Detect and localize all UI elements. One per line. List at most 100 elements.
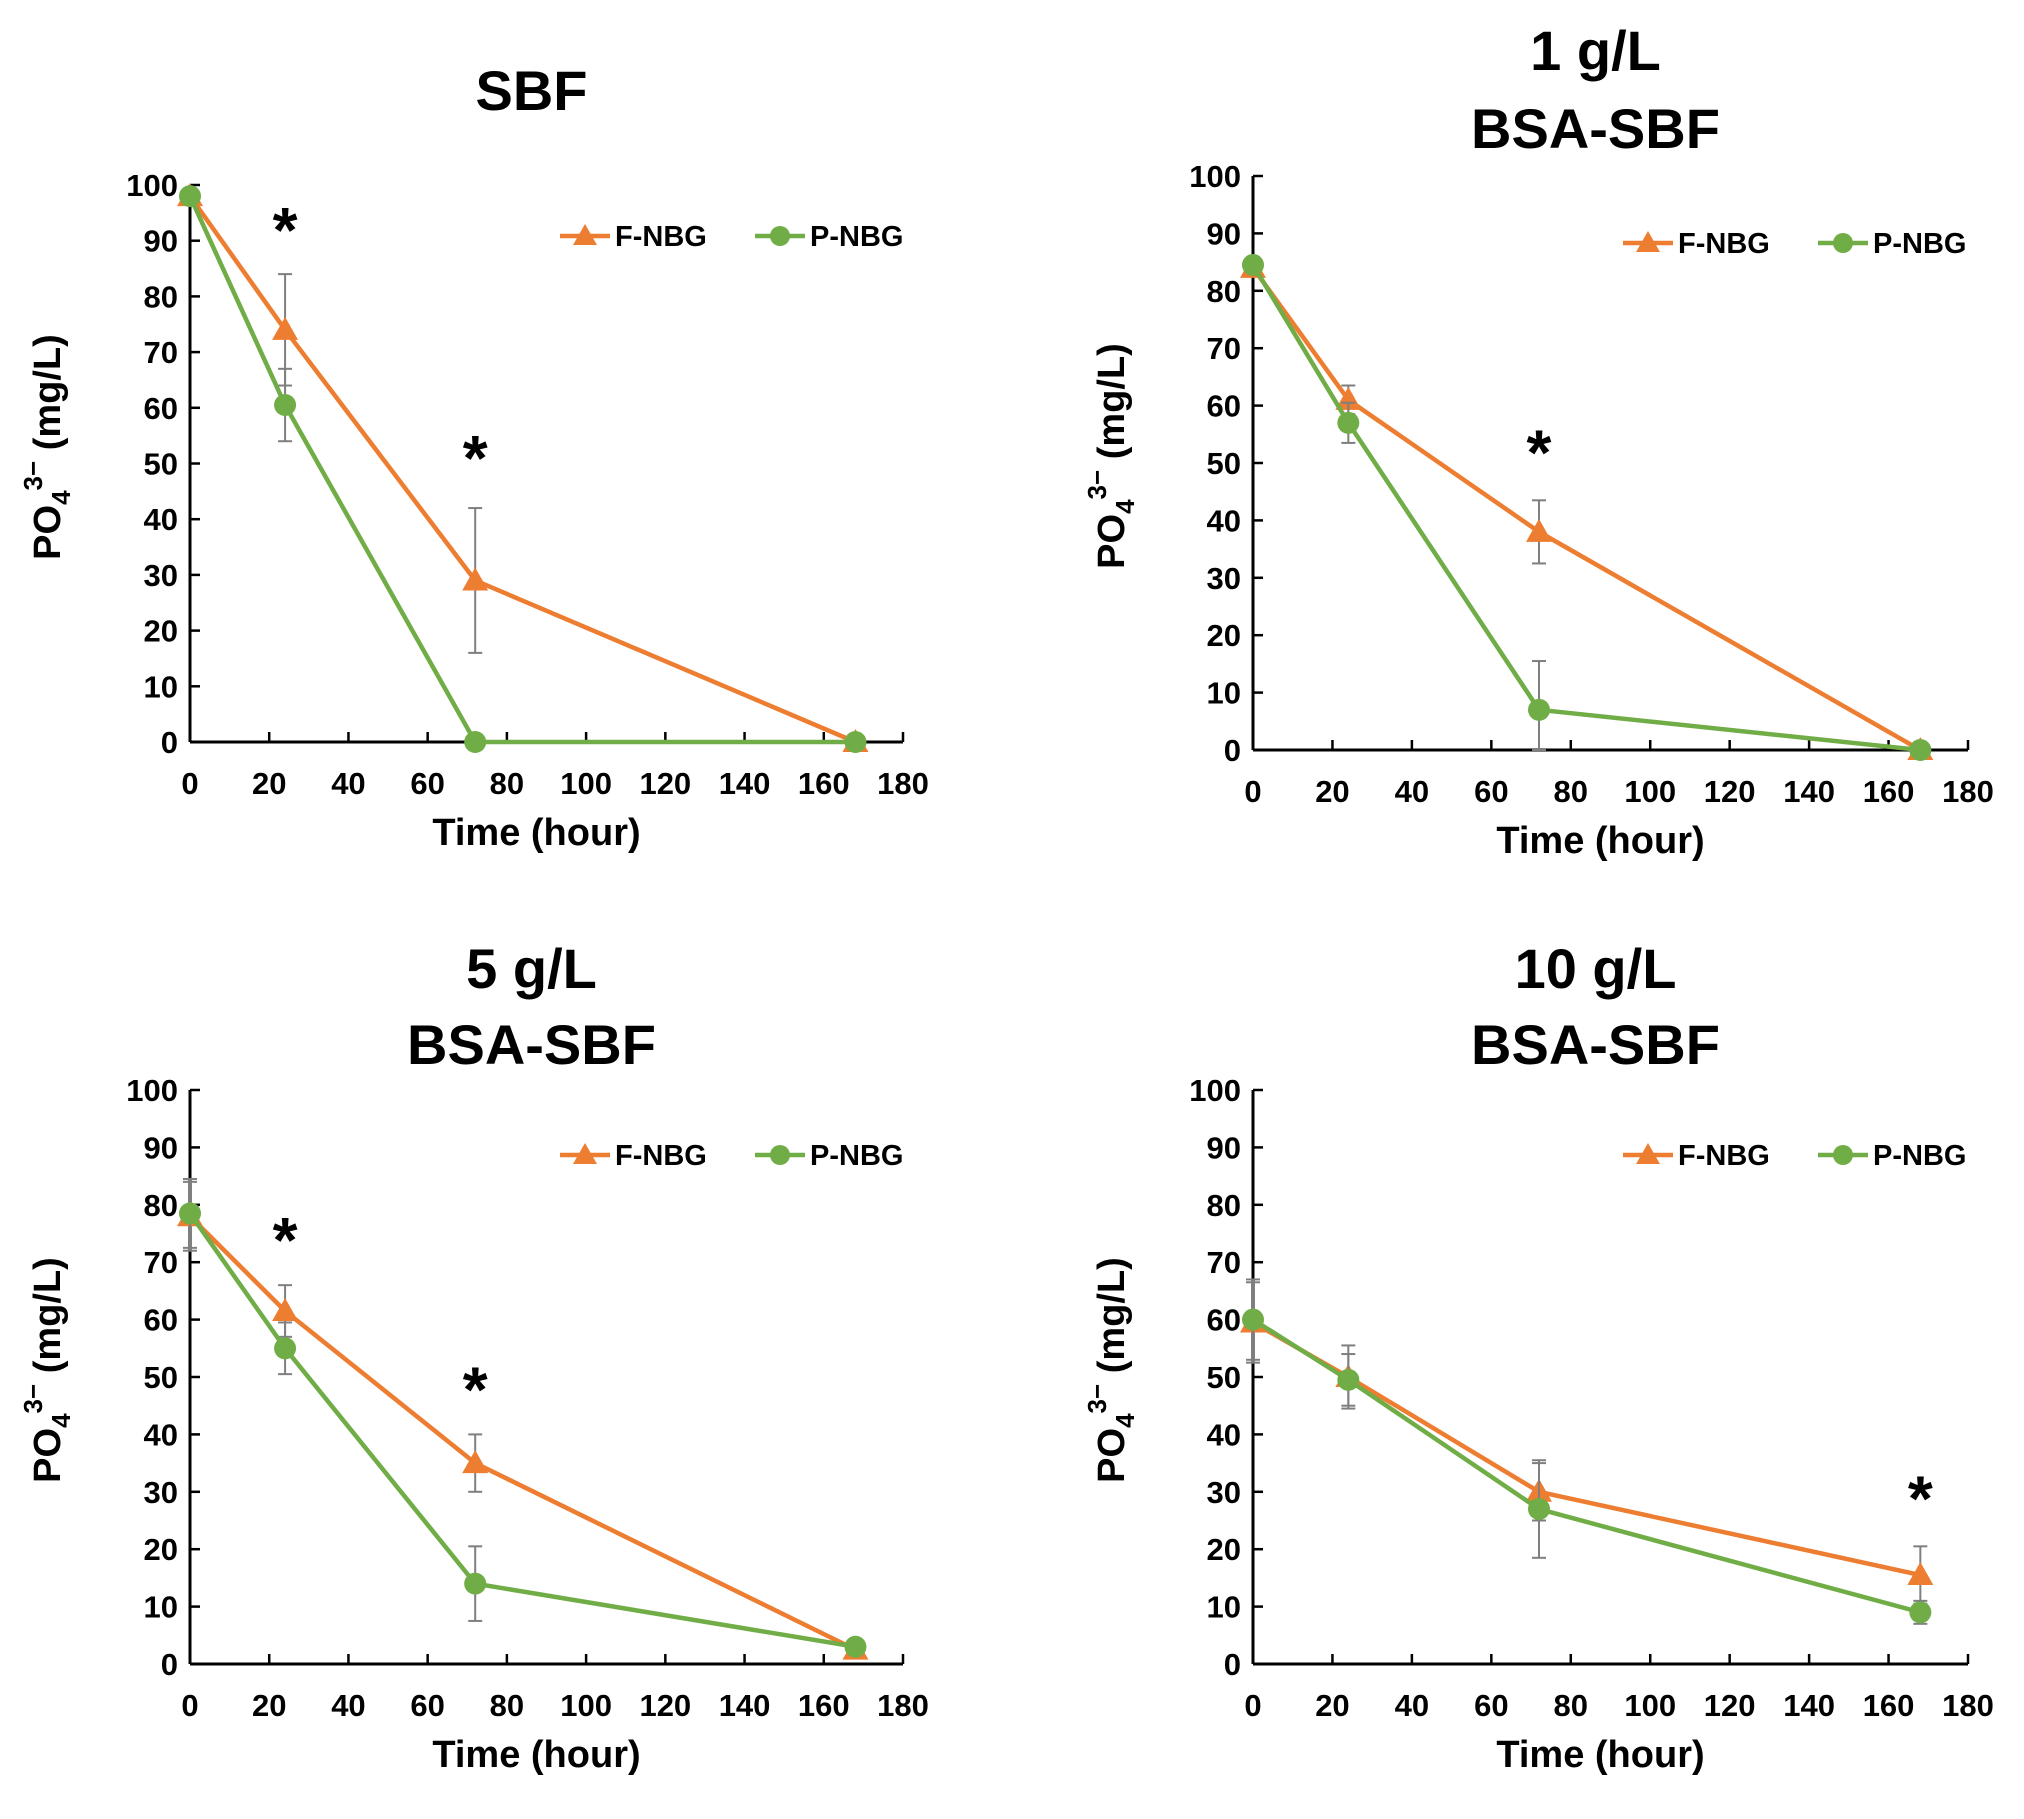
x-tick-label: 120	[639, 766, 691, 801]
y-tick-label: 100	[1189, 1073, 1241, 1108]
y-axis-label: PO43− (mg/L)	[1082, 1257, 1140, 1483]
y-tick-label: 40	[1207, 503, 1241, 538]
p-nbg-point	[1242, 253, 1264, 276]
y-tick-label: 40	[1207, 1417, 1241, 1452]
x-tick-label: 140	[719, 1688, 771, 1723]
x-tick-label: 140	[719, 766, 771, 801]
y-tick-label: 90	[1207, 1130, 1241, 1165]
x-tick-label: 120	[1704, 1688, 1756, 1723]
chart-panel-2: 1 g/L BSA-SBF 0 10 20 30 40 50 60 70 80 90 100 0 20 40 6…	[1082, 19, 1994, 862]
f-nbg-point	[272, 316, 299, 340]
significance-asterisk: *	[273, 194, 298, 266]
legend-p-nbg-label: P-NBG	[810, 1140, 903, 1172]
legend-f-nbg-label: F-NBG	[1678, 1140, 1770, 1172]
x-tick-label: 80	[490, 1688, 524, 1723]
y-tick-label: 80	[1207, 274, 1241, 309]
significance-asterisk: *	[1908, 1463, 1933, 1535]
x-tick-label: 0	[181, 766, 198, 801]
x-tick-label: 40	[1395, 1688, 1429, 1723]
p-nbg-point	[179, 1202, 201, 1225]
y-tick-label: 70	[144, 335, 178, 370]
legend-p-nbg-label: P-NBG	[810, 221, 903, 253]
x-axis-label: Time (hour)	[1496, 820, 1704, 862]
legend-f-nbg-label: F-NBG	[1678, 228, 1770, 260]
legend-f-nbg-marker	[1636, 231, 1660, 252]
chart-title: SBF	[476, 59, 588, 122]
legend-p-nbg-marker	[1833, 1145, 1853, 1165]
x-tick-label: 160	[1863, 774, 1915, 809]
x-tick-label: 20	[1315, 1688, 1349, 1723]
f-nbg-point	[1907, 1562, 1934, 1586]
significance-asterisk: *	[273, 1204, 298, 1276]
y-tick-label: 80	[144, 1188, 178, 1223]
x-tick-label: 180	[877, 1688, 929, 1723]
chart-title: BSA-SBF	[1471, 1013, 1720, 1076]
legend-p-nbg-marker	[1833, 233, 1853, 253]
legend-f-nbg-label: F-NBG	[615, 221, 707, 253]
x-tick-label: 120	[639, 1688, 691, 1723]
x-tick-label: 100	[1624, 1688, 1676, 1723]
x-tick-label: 60	[1474, 774, 1508, 809]
y-tick-label: 100	[126, 168, 178, 203]
p-nbg-series-line	[1251, 1317, 1921, 1615]
x-tick-label: 100	[560, 1688, 612, 1723]
x-tick-label: 0	[1244, 1688, 1261, 1723]
chart-title: BSA-SBF	[1471, 97, 1720, 160]
x-tick-label: 80	[1554, 1688, 1588, 1723]
x-tick-label: 180	[877, 766, 929, 801]
f-nbg-series-line	[188, 194, 857, 745]
x-tick-label: 160	[798, 1688, 850, 1723]
y-axis-label: PO43− (mg/L)	[18, 1257, 76, 1483]
chart-title: 10 g/L	[1515, 937, 1677, 1000]
y-tick-label: 0	[161, 725, 178, 760]
y-tick-label: 80	[144, 279, 178, 314]
f-nbg-point	[1526, 518, 1552, 542]
x-tick-label: 40	[331, 1688, 365, 1723]
x-axis-label: Time (hour)	[1496, 1734, 1704, 1776]
x-tick-label: 180	[1942, 774, 1994, 809]
y-tick-label: 50	[144, 447, 178, 482]
x-axis-label: Time (hour)	[432, 812, 640, 854]
x-tick-label: 20	[252, 766, 286, 801]
y-tick-label: 20	[144, 1532, 178, 1567]
y-tick-label: 20	[144, 614, 178, 649]
y-tick-label: 20	[1207, 618, 1241, 653]
y-tick-label: 100	[126, 1073, 178, 1108]
chart-title: 1 g/L	[1530, 19, 1661, 82]
legend-p-nbg-label: P-NBG	[1873, 228, 1966, 260]
y-tick-label: 30	[1207, 561, 1241, 596]
p-nbg-point	[844, 731, 867, 753]
p-nbg-point	[844, 1635, 867, 1658]
x-tick-label: 60	[1474, 1688, 1508, 1723]
y-tick-label: 40	[144, 502, 178, 537]
f-nbg-series-line	[1251, 266, 1922, 752]
x-tick-label: 120	[1704, 774, 1756, 809]
p-nbg-point	[179, 185, 201, 208]
chart-panel-3: 5 g/L BSA-SBF 0 10 20 30 40 50 60 70 80 90 100 0 20 40 6…	[18, 937, 929, 1776]
y-tick-label: 60	[144, 1303, 178, 1338]
x-tick-label: 140	[1783, 1688, 1835, 1723]
significance-asterisk: *	[463, 422, 488, 494]
y-axis-label: PO43− (mg/L)	[18, 334, 76, 560]
y-tick-label: 70	[1207, 331, 1241, 366]
x-tick-label: 180	[1942, 1688, 1994, 1723]
p-nbg-series-line	[188, 1212, 856, 1649]
y-tick-label: 60	[144, 391, 178, 426]
x-tick-label: 20	[252, 1688, 286, 1723]
p-nbg-point	[1528, 1498, 1550, 1521]
y-tick-label: 20	[1207, 1532, 1241, 1567]
y-tick-label: 10	[144, 669, 178, 704]
x-tick-label: 160	[798, 766, 850, 801]
x-tick-label: 0	[1244, 774, 1261, 809]
y-tick-label: 30	[1207, 1475, 1241, 1510]
f-nbg-point	[272, 1297, 299, 1321]
p-nbg-point	[274, 1337, 297, 1360]
y-axis-label: PO43− (mg/L)	[1082, 343, 1140, 569]
y-tick-label: 10	[1207, 676, 1241, 711]
p-nbg-series-line	[1251, 263, 1921, 753]
y-tick-label: 100	[1189, 159, 1241, 194]
x-tick-label: 60	[410, 1688, 444, 1723]
p-nbg-point	[1909, 739, 1932, 761]
y-tick-label: 50	[144, 1360, 178, 1395]
